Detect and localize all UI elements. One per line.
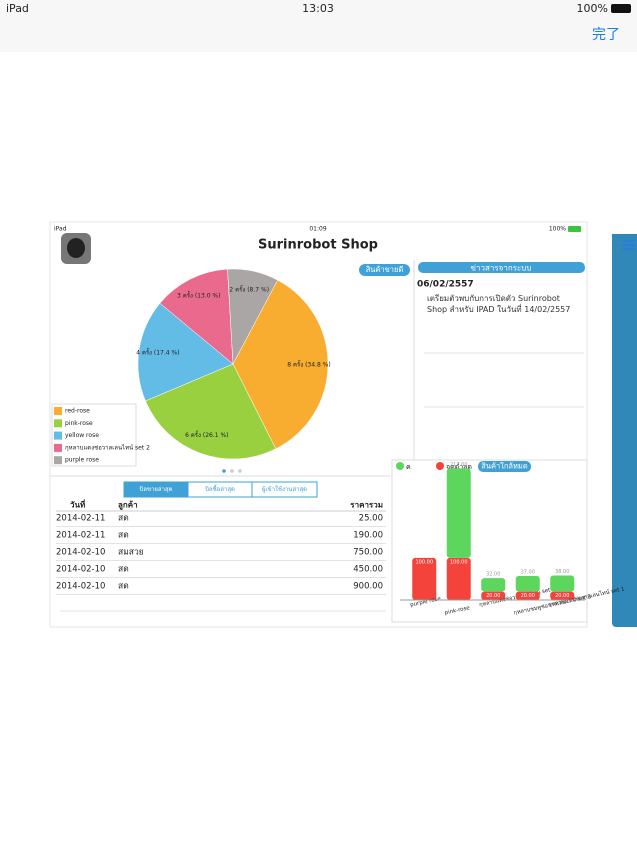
tab-label[interactable]: บิลซื้อล่าสุด — [205, 483, 235, 493]
slice-label: 4 ครั้ง (17.4 %) — [136, 346, 179, 356]
page-dot[interactable] — [230, 469, 234, 473]
legend-label: กุหลาบแดงช่อวาลเลนไทน์ set 2 — [65, 443, 150, 451]
bar-value-label: 212.00 — [450, 462, 468, 468]
column-header: ลูกค้า — [118, 500, 138, 511]
logo-coin — [67, 238, 85, 258]
legend-swatch — [54, 431, 62, 440]
legend-dot — [436, 462, 444, 470]
bar-segment — [446, 557, 471, 600]
bar-value-label: 20.00 — [555, 593, 569, 599]
table-cell: 2014-02-10 — [56, 565, 105, 575]
tab-label[interactable]: ผู้เข้าใช้งานล่าสุด — [262, 485, 307, 493]
screenshot-card: iPad 01:09 100% Surinrobot Shop สินค้าขา… — [49, 221, 588, 628]
page-dot[interactable] — [238, 469, 242, 473]
pie-slice — [159, 268, 234, 365]
x-tick-label: pink-rose — [444, 605, 471, 616]
clock: 13:03 — [302, 2, 334, 15]
legend-swatch — [54, 443, 62, 452]
bar-segment — [481, 591, 506, 600]
bar-badge — [478, 461, 531, 472]
legend-label: purple rose — [65, 457, 99, 464]
bar-segment — [515, 591, 540, 600]
app-title: Surinrobot Shop — [258, 238, 378, 253]
news-header — [418, 262, 585, 273]
column-header: ราคารวม — [350, 501, 383, 510]
page-dot[interactable] — [222, 469, 226, 473]
pie-slice — [145, 363, 277, 460]
tab-label[interactable]: บิลขายล่าสุด — [139, 486, 172, 493]
menu-icon — [622, 240, 635, 250]
battery-text: 100% — [577, 2, 608, 15]
table-cell: 2014-02-10 — [56, 548, 105, 558]
pie-legend — [51, 403, 137, 467]
bar-segment — [446, 468, 471, 558]
inner-battery: 100% — [549, 226, 566, 233]
news-title: ข่าวสารจากระบบ — [471, 264, 532, 273]
bar-value-label: 100.00 — [450, 559, 468, 565]
table-cell: 750.00 — [353, 548, 383, 558]
inner-clock: 01:09 — [309, 226, 326, 233]
bar-segment — [550, 575, 575, 592]
next-card-status — [612, 222, 637, 234]
news-body: เตรียมตัวพบกับการเปิดตัว Surinrobot Shop… — [427, 294, 571, 314]
news-text: เตรียมตัวพบกับการเปิดตัว Surinrobot Shop… — [427, 294, 571, 314]
tab[interactable] — [251, 481, 318, 498]
table-cell: สมสวย — [118, 548, 144, 558]
bar-value-label: 20.00 — [521, 593, 535, 599]
table-cell: 450.00 — [353, 565, 383, 575]
table-cell: 2014-02-11 — [56, 531, 105, 541]
pie-slice — [137, 302, 234, 402]
slice-label: 8 ครั้ง (34.8 %) — [287, 358, 330, 368]
legend-swatch — [54, 419, 62, 428]
inner-battery-icon — [568, 226, 581, 232]
table-cell: 2014-02-10 — [56, 582, 105, 592]
bar-value-label: 100.00 — [416, 559, 434, 565]
table-cell: สด — [118, 565, 129, 575]
news-date: 06/02/2557 — [417, 280, 474, 290]
slice-label: 6 ครั้ง (26.1 %) — [185, 429, 228, 439]
bar-value-label: 37.00 — [521, 569, 535, 575]
column-header: วันที่ — [70, 499, 85, 510]
legend-label: จุดต่ำสุด — [446, 462, 472, 471]
table-cell: สด — [118, 514, 129, 524]
bar-value-label: 20.00 — [486, 593, 500, 599]
slice-label: 2 ครั้ง (8.7 %) — [229, 283, 269, 293]
legend-label: pink-rose — [65, 420, 93, 427]
bar-segment — [550, 591, 575, 600]
legend-swatch — [54, 456, 62, 465]
table-cell: 2014-02-11 — [56, 514, 105, 524]
bar-value-label: 32.00 — [486, 572, 500, 578]
pie-slice — [227, 268, 278, 365]
bar-segment — [481, 578, 506, 592]
legend-dot — [396, 462, 404, 470]
table-cell: 25.00 — [359, 514, 383, 524]
table-cell: 190.00 — [353, 531, 383, 541]
pie-slice — [232, 279, 329, 450]
slice-label: 3 ครั้ง (13.0 %) — [177, 290, 220, 300]
table-cell: สด — [118, 531, 129, 541]
carrier: iPad — [6, 2, 29, 15]
pie-badge — [359, 264, 410, 276]
legend-label: red-rose — [65, 408, 90, 415]
table-cell: 900.00 — [353, 582, 383, 592]
battery-icon — [611, 4, 631, 13]
legend-label: yellow rose — [65, 432, 99, 439]
next-card[interactable] — [612, 222, 637, 627]
bar-segment — [515, 575, 540, 592]
legend-label: ค — [406, 463, 411, 471]
legend-swatch — [54, 407, 62, 415]
done-button[interactable]: 完了 — [592, 27, 620, 43]
table-cell: สด — [118, 582, 129, 592]
pie-title: สินค้าขายดี — [365, 265, 403, 274]
bar-title: สินค้าใกล้หมด — [481, 462, 528, 471]
bar-segment — [412, 557, 437, 600]
inner-carrier: iPad — [54, 226, 67, 233]
top-bar — [0, 0, 637, 52]
bar-value-label: 38.00 — [555, 569, 569, 575]
